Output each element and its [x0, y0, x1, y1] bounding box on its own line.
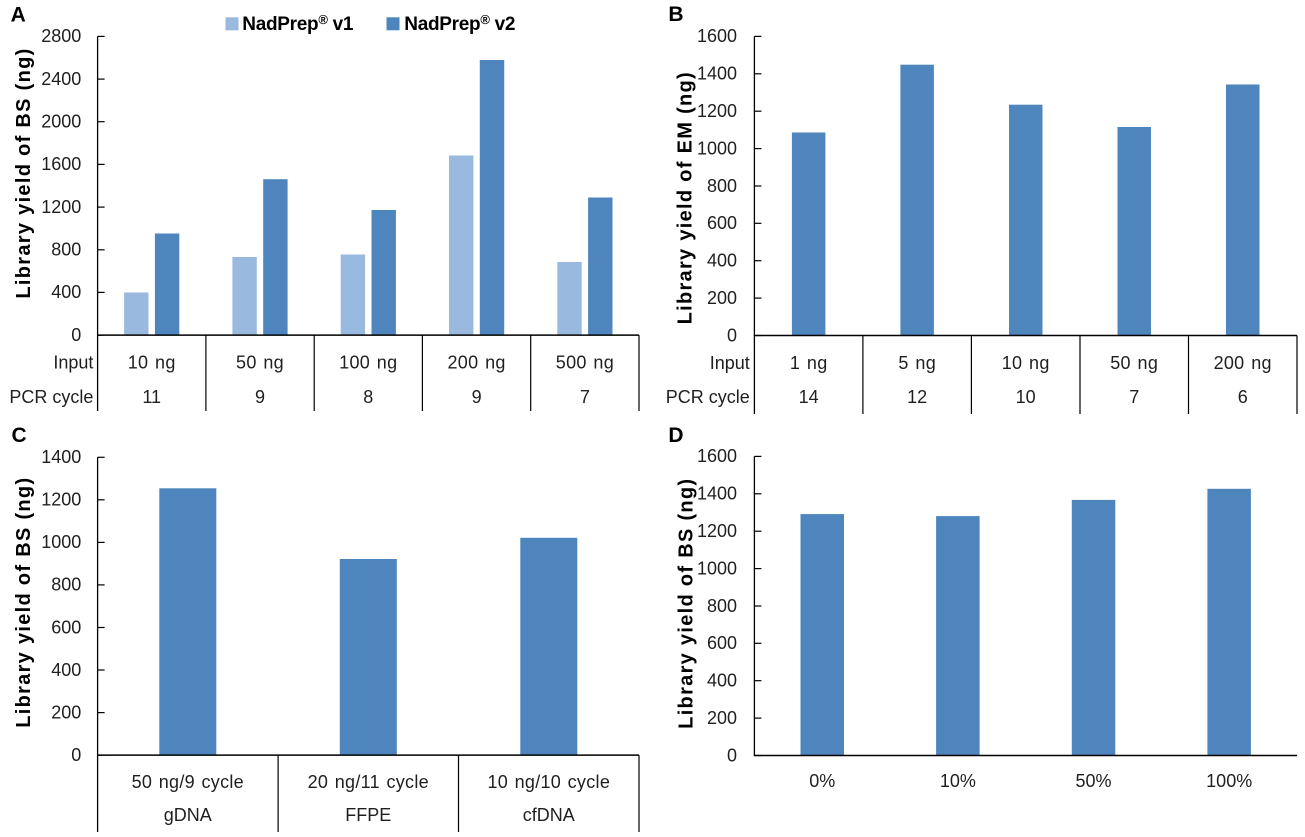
svg-text:800: 800: [707, 176, 737, 196]
svg-text:10%: 10%: [940, 771, 976, 791]
svg-text:2000: 2000: [41, 112, 81, 132]
svg-text:gDNA: gDNA: [164, 805, 212, 825]
svg-text:400: 400: [707, 251, 737, 271]
svg-text:8: 8: [363, 387, 373, 407]
svg-text:D: D: [668, 424, 683, 447]
svg-text:6: 6: [1238, 387, 1248, 407]
svg-text:200 ng: 200 ng: [447, 353, 505, 373]
svg-text:NadPrep® v2: NadPrep® v2: [404, 12, 515, 35]
svg-text:PCR cycle: PCR cycle: [666, 387, 750, 407]
svg-text:800: 800: [51, 575, 81, 595]
svg-text:Input: Input: [710, 353, 750, 373]
svg-text:11: 11: [142, 387, 161, 407]
svg-text:20 ng/11 cycle: 20 ng/11 cycle: [308, 772, 429, 792]
svg-text:200: 200: [51, 702, 81, 722]
svg-text:200 ng: 200 ng: [1214, 353, 1272, 373]
svg-text:1000: 1000: [41, 532, 81, 552]
svg-text:1400: 1400: [697, 484, 737, 504]
svg-text:600: 600: [707, 213, 737, 233]
svg-text:9: 9: [472, 387, 482, 407]
svg-text:7: 7: [1129, 387, 1139, 407]
svg-text:10 ng: 10 ng: [128, 353, 176, 373]
svg-text:1200: 1200: [697, 521, 737, 541]
svg-text:0%: 0%: [809, 771, 835, 791]
svg-text:200: 200: [707, 288, 737, 308]
svg-text:1200: 1200: [41, 490, 81, 510]
svg-text:10: 10: [1016, 387, 1036, 407]
svg-text:5 ng: 5 ng: [898, 353, 936, 373]
svg-text:100%: 100%: [1206, 771, 1252, 791]
svg-text:2400: 2400: [41, 69, 81, 89]
svg-text:1600: 1600: [41, 154, 81, 174]
svg-text:1400: 1400: [697, 64, 737, 84]
svg-text:400: 400: [51, 660, 81, 680]
svg-text:600: 600: [51, 617, 81, 637]
svg-text:B: B: [668, 3, 683, 26]
svg-text:Input: Input: [53, 353, 93, 373]
svg-text:0: 0: [727, 745, 737, 765]
svg-text:7: 7: [580, 387, 590, 407]
svg-text:200: 200: [707, 708, 737, 728]
svg-text:Library yield of BS (ng): Library yield of BS (ng): [676, 478, 698, 729]
svg-text:600: 600: [707, 633, 737, 653]
svg-text:12: 12: [907, 387, 927, 407]
svg-text:1200: 1200: [697, 101, 737, 121]
svg-text:0: 0: [727, 325, 737, 345]
svg-text:A: A: [11, 3, 26, 26]
svg-text:400: 400: [707, 671, 737, 691]
svg-text:14: 14: [799, 387, 819, 407]
svg-text:50 ng: 50 ng: [236, 353, 284, 373]
svg-text:1600: 1600: [697, 26, 737, 46]
svg-text:50%: 50%: [1075, 771, 1111, 791]
svg-text:1200: 1200: [41, 197, 81, 217]
svg-text:800: 800: [51, 240, 81, 260]
svg-text:9: 9: [255, 387, 265, 407]
svg-text:FFPE: FFPE: [345, 805, 391, 825]
svg-text:500 ng: 500 ng: [556, 353, 614, 373]
svg-text:1 ng: 1 ng: [790, 353, 828, 373]
svg-text:800: 800: [707, 596, 737, 616]
svg-text:50 ng: 50 ng: [1110, 353, 1158, 373]
svg-text:cfDNA: cfDNA: [523, 805, 575, 825]
svg-text:1000: 1000: [697, 138, 737, 158]
svg-text:1400: 1400: [41, 447, 81, 467]
svg-text:1000: 1000: [697, 558, 737, 578]
svg-text:PCR cycle: PCR cycle: [9, 387, 93, 407]
svg-text:NadPrep® v1: NadPrep® v1: [242, 12, 354, 35]
svg-text:10 ng: 10 ng: [1002, 353, 1050, 373]
svg-text:Library yield of BS (ng): Library yield of BS (ng): [13, 47, 35, 298]
svg-text:0: 0: [71, 745, 81, 765]
svg-text:1600: 1600: [697, 446, 737, 466]
svg-text:10 ng/10 cycle: 10 ng/10 cycle: [487, 772, 610, 792]
svg-text:0: 0: [71, 325, 81, 345]
svg-text:2800: 2800: [41, 26, 81, 46]
svg-text:50 ng/9 cycle: 50 ng/9 cycle: [132, 772, 244, 792]
svg-text:400: 400: [51, 282, 81, 302]
svg-text:C: C: [12, 424, 27, 447]
svg-text:Library yield of BS (ng): Library yield of BS (ng): [13, 477, 35, 728]
svg-text:100 ng: 100 ng: [339, 353, 397, 373]
svg-text:Library yield of EM (ng): Library yield of EM (ng): [675, 71, 697, 324]
